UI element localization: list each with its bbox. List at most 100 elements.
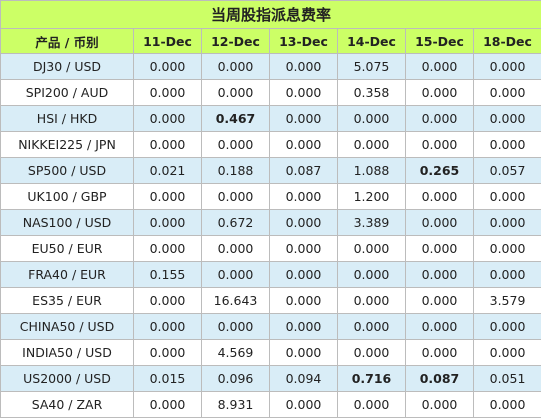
product-currency-cell: ES35 / EUR (1, 288, 134, 314)
rate-cell: 0.000 (406, 184, 474, 210)
rate-cell: 0.000 (406, 106, 474, 132)
rate-cell: 0.000 (202, 54, 270, 80)
product-currency-cell: HSI / HKD (1, 106, 134, 132)
rate-cell: 0.000 (202, 184, 270, 210)
product-currency-cell: UK100 / GBP (1, 184, 134, 210)
rate-cell: 0.000 (270, 184, 338, 210)
rate-cell: 0.000 (474, 392, 541, 418)
table-title: 当周股指派息费率 (1, 1, 541, 29)
rate-cell: 0.000 (474, 80, 541, 106)
rate-cell: 5.075 (338, 54, 406, 80)
product-currency-cell: DJ30 / USD (1, 54, 134, 80)
rate-cell: 0.000 (338, 340, 406, 366)
table-header-row: 产品 / 币别 11-Dec 12-Dec 13-Dec 14-Dec 15-D… (1, 29, 541, 54)
rate-cell: 0.000 (270, 392, 338, 418)
rate-cell: 0.000 (474, 210, 541, 236)
rate-cell: 0.000 (134, 236, 202, 262)
rate-cell: 0.000 (406, 392, 474, 418)
rate-cell: 0.000 (338, 314, 406, 340)
rate-cell: 0.000 (338, 262, 406, 288)
rate-cell: 0.000 (134, 314, 202, 340)
product-currency-cell: INDIA50 / USD (1, 340, 134, 366)
header-date: 14-Dec (338, 29, 406, 54)
rate-cell: 0.000 (474, 262, 541, 288)
rate-cell: 0.000 (338, 106, 406, 132)
rate-cell: 0.000 (474, 132, 541, 158)
rate-cell: 0.000 (406, 314, 474, 340)
rate-cell: 0.096 (202, 366, 270, 392)
rate-cell: 0.000 (134, 80, 202, 106)
product-currency-cell: CHINA50 / USD (1, 314, 134, 340)
header-product-currency: 产品 / 币别 (1, 29, 134, 54)
rate-cell: 0.000 (406, 80, 474, 106)
rate-cell: 0.000 (270, 210, 338, 236)
rate-cell: 0.000 (406, 340, 474, 366)
rate-cell: 0.000 (134, 132, 202, 158)
rate-cell: 0.000 (270, 132, 338, 158)
rate-cell: 0.000 (134, 184, 202, 210)
product-currency-cell: NAS100 / USD (1, 210, 134, 236)
rate-cell: 3.579 (474, 288, 541, 314)
rate-cell: 0.000 (338, 132, 406, 158)
rate-cell: 0.021 (134, 158, 202, 184)
rate-cell: 0.000 (406, 288, 474, 314)
rate-cell: 0.000 (202, 132, 270, 158)
rate-cell: 0.155 (134, 262, 202, 288)
rate-cell: 8.931 (202, 392, 270, 418)
product-currency-cell: SA40 / ZAR (1, 392, 134, 418)
product-currency-cell: EU50 / EUR (1, 236, 134, 262)
rate-cell: 1.088 (338, 158, 406, 184)
rate-cell: 0.000 (406, 132, 474, 158)
rate-cell: 0.000 (202, 80, 270, 106)
product-currency-cell: NIKKEI225 / JPN (1, 132, 134, 158)
rate-cell: 0.672 (202, 210, 270, 236)
rate-cell: 0.467 (202, 106, 270, 132)
rate-cell: 0.051 (474, 366, 541, 392)
rate-cell: 4.569 (202, 340, 270, 366)
rate-cell: 0.000 (406, 210, 474, 236)
rate-cell: 0.000 (134, 392, 202, 418)
rate-cell: 0.000 (270, 236, 338, 262)
rate-cell: 0.000 (338, 236, 406, 262)
rate-cell: 0.000 (474, 236, 541, 262)
rate-cell: 0.000 (338, 392, 406, 418)
rate-cell: 0.000 (474, 314, 541, 340)
product-currency-cell: SP500 / USD (1, 158, 134, 184)
rate-cell: 0.000 (202, 236, 270, 262)
rate-cell: 0.000 (406, 262, 474, 288)
rate-cell: 0.000 (134, 210, 202, 236)
rate-cell: 0.000 (202, 262, 270, 288)
product-currency-cell: US2000 / USD (1, 366, 134, 392)
rate-cell: 0.087 (406, 366, 474, 392)
product-currency-cell: SPI200 / AUD (1, 80, 134, 106)
rate-cell: 0.000 (406, 54, 474, 80)
rate-cell: 0.000 (270, 54, 338, 80)
rate-cell: 0.000 (134, 106, 202, 132)
rate-cell: 0.000 (474, 106, 541, 132)
rate-cell: 0.000 (270, 262, 338, 288)
rate-cell: 0.000 (338, 288, 406, 314)
rate-cell: 0.188 (202, 158, 270, 184)
rate-cell: 0.057 (474, 158, 541, 184)
rate-cell: 0.716 (338, 366, 406, 392)
header-date: 15-Dec (406, 29, 474, 54)
rate-cell: 0.000 (270, 80, 338, 106)
rate-cell: 0.000 (474, 184, 541, 210)
rate-cell: 16.643 (202, 288, 270, 314)
rate-cell: 1.200 (338, 184, 406, 210)
table-title-row: 当周股指派息费率 (1, 1, 541, 29)
header-date: 12-Dec (202, 29, 270, 54)
header-date: 13-Dec (270, 29, 338, 54)
rate-cell: 0.000 (270, 106, 338, 132)
